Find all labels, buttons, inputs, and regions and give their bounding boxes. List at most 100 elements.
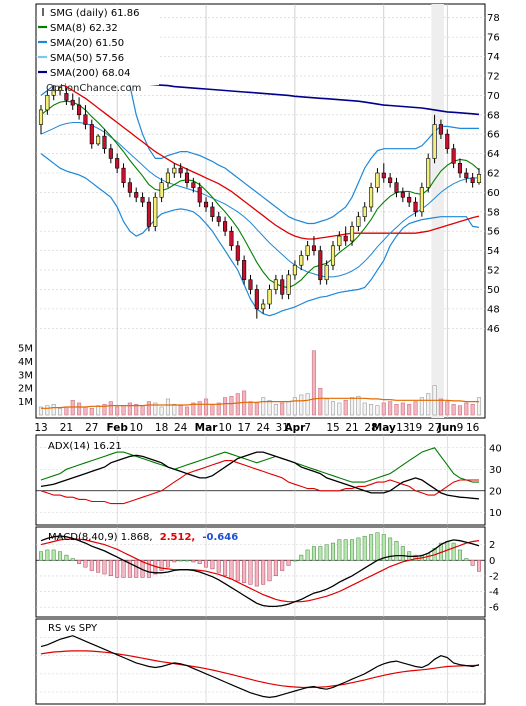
macd-histogram-bar <box>134 560 139 578</box>
candle-up <box>432 124 437 159</box>
macd-histogram-bar <box>388 537 393 561</box>
candle-up <box>375 172 380 188</box>
volume-bar <box>140 405 145 416</box>
date-label: 9 <box>457 422 464 434</box>
macd-histogram-bar <box>204 560 209 568</box>
macd-histogram-bar <box>39 551 43 561</box>
date-label: 24 <box>174 422 188 434</box>
macd-histogram-bar <box>413 554 418 561</box>
volume-bar <box>362 402 367 416</box>
macd-panel: 2 0 -2 -4 -6 MACD(8,40,9) 1.868, 2.512, -0.6… <box>35 526 499 618</box>
macd-histogram-bar <box>223 560 228 577</box>
volume-bar <box>184 406 190 416</box>
date-label: May <box>372 422 396 434</box>
candle-down <box>146 201 151 227</box>
volume-bar <box>394 403 399 416</box>
macd-tick-label: -4 <box>489 587 499 598</box>
candle-down <box>394 182 399 193</box>
volume-bar <box>153 402 158 416</box>
macd-tick-label: 2 <box>489 540 495 551</box>
macd-histogram-bar <box>254 560 259 587</box>
candle-down <box>254 289 259 310</box>
legend-label: SMA(200) 68.04 <box>50 68 131 79</box>
volume-bar <box>57 408 63 416</box>
price-tick-label: 46 <box>487 324 500 335</box>
date-label: 28 <box>364 422 377 434</box>
volume-bar <box>324 398 329 416</box>
candle-down <box>134 192 139 198</box>
macd-histogram-bar <box>400 546 405 561</box>
candle-up <box>476 174 482 184</box>
candle-up <box>172 167 177 174</box>
price-tick-label: 68 <box>487 110 500 121</box>
macd-label: MACD(8,40,9) 1.868, <box>48 532 153 543</box>
candle-down <box>197 187 202 203</box>
adx-tick-label: 30 <box>489 465 502 476</box>
candle-down <box>470 177 475 184</box>
candle-up <box>426 158 431 188</box>
date-label: 21 <box>345 422 358 434</box>
volume-bar <box>438 398 443 416</box>
candle-down <box>235 245 240 261</box>
volume-bar <box>197 401 202 416</box>
volume-bar <box>70 399 75 416</box>
macd-histogram-bar <box>248 560 253 585</box>
macd-histogram-bar <box>197 560 202 564</box>
volume-bar <box>292 397 297 416</box>
macd-signal-value: 2.512, <box>160 532 195 543</box>
candle-up <box>305 245 310 256</box>
adx-tick-label: 40 <box>489 443 502 454</box>
macd-histogram-bar <box>337 539 342 561</box>
plus-di-line <box>40 447 479 483</box>
adx-tick-label: 20 <box>489 486 502 497</box>
volume-bar <box>267 399 272 416</box>
macd-histogram-bar <box>235 560 240 582</box>
macd-line <box>40 535 480 608</box>
volume-bar <box>419 397 424 416</box>
volume-bar <box>464 402 469 416</box>
candle-up <box>356 216 361 227</box>
price-tick-label: 78 <box>487 13 500 24</box>
macd-histogram-bar <box>229 560 234 580</box>
volume-bar <box>356 395 361 416</box>
candle-down <box>178 167 183 174</box>
volume-bar <box>445 401 450 416</box>
volume-bar <box>223 397 228 416</box>
legend-label: SMA(50) 57.56 <box>50 53 124 64</box>
candle-up <box>96 135 101 145</box>
volume-bar <box>311 350 317 416</box>
minus-di-line <box>40 460 479 505</box>
candle-down <box>216 216 221 222</box>
volume-bar <box>381 402 386 416</box>
date-label: 17 <box>237 422 250 434</box>
candle-up <box>165 172 171 184</box>
candle-up <box>45 95 50 111</box>
date-label: 13 <box>396 422 409 434</box>
macd-histogram-bar <box>381 534 386 561</box>
candle-down <box>108 148 113 159</box>
candle-up <box>369 187 374 208</box>
price-tick-label: 62 <box>487 169 500 180</box>
date-label: Apr <box>284 422 306 434</box>
macd-histogram-bar <box>210 560 215 570</box>
macd-histogram-bar <box>178 560 183 562</box>
date-label: 18 <box>155 422 168 434</box>
candle-down <box>203 201 209 208</box>
volume-bar <box>407 403 412 416</box>
macd-histogram-bar <box>185 560 189 562</box>
volume-bar <box>115 406 120 416</box>
macd-histogram-bar <box>477 560 481 572</box>
candle-up <box>267 289 272 305</box>
volume-tick-label: 2M <box>18 384 33 395</box>
price-tick-label: 76 <box>487 33 500 44</box>
candle-up <box>286 274 291 295</box>
candle-up <box>292 264 297 276</box>
adx-label: ADX(14) 16.21 <box>48 441 122 452</box>
date-label: 10 <box>130 422 143 434</box>
volume-bar <box>470 403 475 416</box>
macd-histogram-bar <box>470 560 475 566</box>
volume-bar <box>102 403 107 416</box>
candle-up <box>362 206 367 217</box>
volume-bar <box>349 397 355 416</box>
date-label: 10 <box>218 422 231 434</box>
